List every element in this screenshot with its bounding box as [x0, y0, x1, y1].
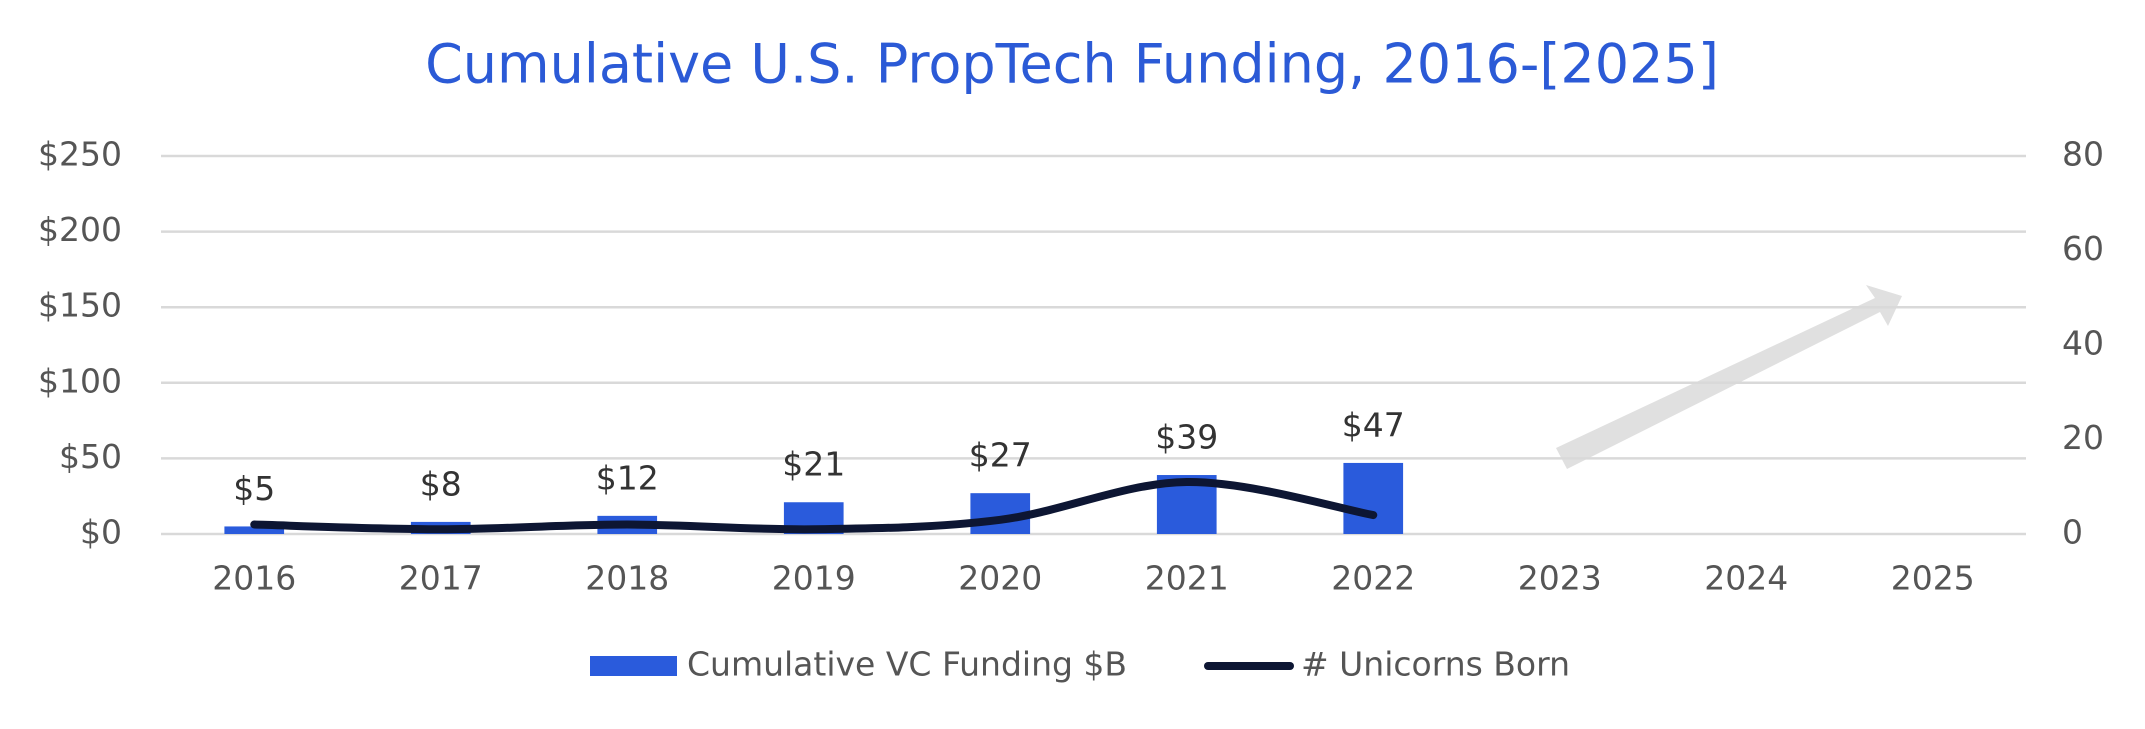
x-tick-label: 2017	[399, 559, 483, 598]
chart-title: Cumulative U.S. PropTech Funding, 2016-[…	[425, 33, 1719, 96]
y2-tick-label: 0	[2062, 513, 2083, 552]
y-tick-label: $200	[38, 210, 122, 249]
y2-tick-label: 60	[2062, 229, 2104, 268]
x-tick-label: 2020	[958, 559, 1042, 598]
x-tick-label: 2022	[1331, 559, 1415, 598]
y-tick-label: $100	[38, 361, 122, 400]
y2-tick-label: 20	[2062, 418, 2104, 457]
y2-tick-label: 40	[2062, 324, 2104, 363]
x-tick-label: 2021	[1145, 559, 1229, 598]
x-tick-label: 2025	[1891, 559, 1975, 598]
value-label: $39	[1155, 418, 1218, 457]
legend-label: Cumulative VC Funding $B	[687, 645, 1127, 684]
x-tick-label: 2019	[772, 559, 856, 598]
x-tick-label: 2023	[1518, 559, 1602, 598]
value-label: $21	[782, 445, 845, 484]
x-tick-label: 2024	[1704, 559, 1788, 598]
legend-label: # Unicorns Born	[1301, 645, 1570, 684]
bar	[1343, 462, 1404, 534]
value-label: $47	[1342, 405, 1405, 444]
trend-arrow	[1556, 285, 1902, 469]
legend-swatch	[590, 656, 677, 676]
line	[250, 478, 1378, 534]
value-label: $5	[233, 469, 275, 508]
y2-tick-label: 80	[2062, 135, 2104, 174]
bar	[224, 526, 285, 534]
y-tick-label: $0	[80, 513, 122, 552]
x-tick-label: 2016	[212, 559, 296, 598]
y-tick-label: $50	[59, 437, 122, 476]
y-tick-label: $150	[38, 286, 122, 325]
y-tick-label: $250	[38, 135, 122, 174]
value-label: $8	[420, 464, 462, 503]
value-label: $27	[969, 436, 1032, 475]
value-label: $12	[596, 458, 659, 497]
x-tick-label: 2018	[585, 559, 669, 598]
